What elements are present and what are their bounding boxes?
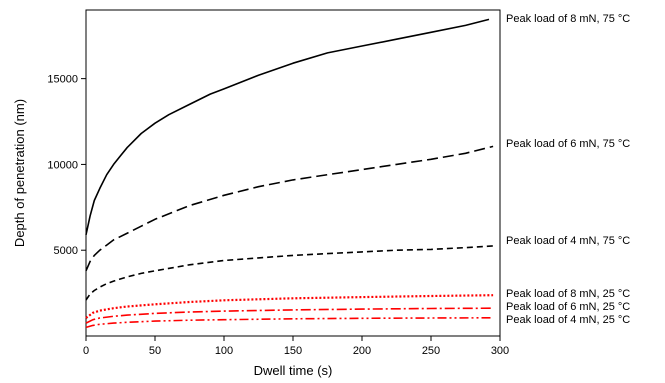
- plot-frame: [85, 9, 501, 337]
- series-label: Peak load of 8 mN, 75 °C: [506, 13, 630, 25]
- x-tick-label: 100: [215, 345, 233, 357]
- y-tick-label: 10000: [47, 159, 78, 171]
- x-axis-ticks: 0 50 100 150 200 250 300: [83, 336, 509, 357]
- y-tick-label: 15000: [47, 74, 78, 86]
- x-tick-label: 50: [149, 345, 161, 357]
- series-line: [85, 307, 494, 324]
- series-lines: [85, 18, 494, 329]
- series-line: [85, 294, 494, 319]
- series-label: Peak load of 4 mN, 75 °C: [506, 235, 630, 247]
- series-line: [85, 145, 494, 272]
- y-axis-ticks: 5000 10000 15000: [47, 74, 86, 257]
- y-axis-label: Depth of penetration (nm): [12, 99, 27, 247]
- series-line: [85, 18, 490, 235]
- x-tick-label: 150: [284, 345, 302, 357]
- x-axis-label: Dwell time (s): [254, 363, 333, 378]
- series-label: Peak load of 6 mN, 25 °C: [506, 301, 630, 313]
- y-tick-label: 5000: [54, 245, 78, 257]
- series-label: Peak load of 4 mN, 25 °C: [506, 314, 630, 326]
- x-tick-label: 0: [83, 345, 89, 357]
- x-tick-label: 200: [353, 345, 371, 357]
- series-line: [85, 316, 494, 329]
- x-tick-label: 300: [491, 345, 509, 357]
- x-tick-label: 250: [422, 345, 440, 357]
- series-label: Peak load of 8 mN, 25 °C: [506, 288, 630, 300]
- series-label: Peak load of 6 mN, 75 °C: [506, 138, 630, 150]
- series-labels: Peak load of 8 mN, 75 °C Peak load of 6 m…: [506, 13, 630, 326]
- series-line: [85, 245, 494, 301]
